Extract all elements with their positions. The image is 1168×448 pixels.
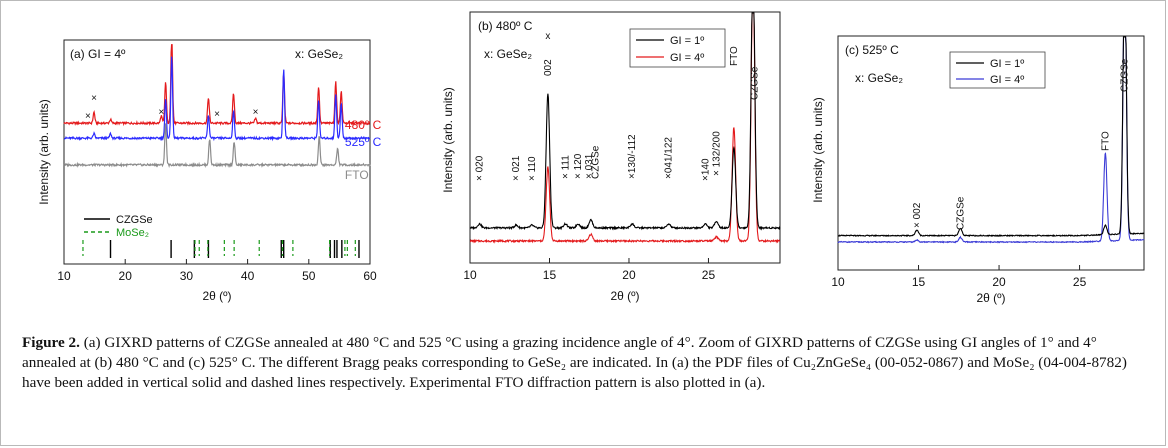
panel-a-xlabel: 2θ (º) bbox=[202, 289, 231, 303]
caption-label: Figure 2. bbox=[22, 334, 80, 351]
panel-c-plot: 10 15 20 25 × 002 CZGSe FTO CZGSe bbox=[831, 36, 1145, 289]
figure-area: (a) GI = 4º x: GeSe₂ Intensity (arb. uni… bbox=[37, 11, 1145, 305]
panel-b-peak-label: CZGSe bbox=[750, 66, 761, 100]
panel-b-label: (b) 480º C bbox=[478, 19, 533, 33]
panel-c-xlabel: 2θ (º) bbox=[976, 291, 1005, 305]
panel-b-xtick-label: 20 bbox=[622, 268, 636, 282]
panel-a-gese2-mark: × bbox=[91, 93, 97, 104]
panel-c-peak-label: CZGSe bbox=[955, 196, 966, 230]
panel-c-peak-label: FTO bbox=[1100, 131, 1111, 151]
legend-czgse-label: CZGSe bbox=[116, 214, 153, 226]
panel-b-xtick-label: 10 bbox=[463, 268, 477, 282]
panel-a-annotation: x: GeSe₂ bbox=[295, 47, 343, 61]
panel-a-xtick-label: 30 bbox=[180, 269, 194, 283]
panel-a-series-label: 525º C bbox=[345, 135, 382, 149]
panel-a-xtick-label: 20 bbox=[119, 269, 133, 283]
panel-a-gese2-mark: × bbox=[214, 109, 220, 120]
legend-gi1-label: GI = 1º bbox=[670, 35, 704, 47]
panel-c-series-gi4 bbox=[837, 36, 1145, 244]
panel-b-peak-label: ×140 bbox=[700, 158, 711, 181]
panel-a-series-0 bbox=[63, 44, 371, 127]
panel-b-peak-label: × 020 bbox=[475, 155, 486, 181]
panel-c-xtick-label: 25 bbox=[1073, 275, 1087, 289]
panel-b-frame bbox=[469, 11, 781, 264]
panel-a-frame bbox=[63, 39, 371, 265]
panel-b-peak-label: × 132/200 bbox=[711, 131, 722, 176]
panel-a-legend: CZGSe MoSe₂ bbox=[84, 214, 153, 239]
panel-a: (a) GI = 4º x: GeSe₂ Intensity (arb. uni… bbox=[37, 39, 382, 303]
panel-c-ylabel: Intensity (arb. units) bbox=[811, 97, 825, 202]
panel-b-peak-label: × 021 bbox=[511, 155, 522, 181]
panel-a-series-1 bbox=[63, 56, 371, 142]
panel-b-annotation: x: GeSe₂ bbox=[484, 47, 532, 61]
legend-mose2-label: MoSe₂ bbox=[116, 227, 149, 239]
panel-a-xtick-label: 60 bbox=[363, 269, 377, 283]
panel-a-gese2-mark: × bbox=[85, 111, 91, 122]
panel-a-series-2 bbox=[63, 123, 371, 169]
panel-b-peak-label: × 110 bbox=[527, 156, 538, 181]
panel-a-xtick-label: 10 bbox=[57, 269, 71, 283]
panel-b-peak-label: 002 bbox=[543, 59, 554, 76]
panel-a-label: (a) GI = 4º bbox=[70, 47, 126, 61]
panel-a-xtick-label: 50 bbox=[302, 269, 316, 283]
legend-gi4-label: GI = 4º bbox=[670, 52, 704, 64]
panel-b-xlabel: 2θ (º) bbox=[610, 289, 639, 303]
panel-b-gese2-mark: x bbox=[545, 31, 550, 42]
panel-c-annotation: x: GeSe₂ bbox=[855, 71, 903, 85]
panel-b-legend: GI = 1º GI = 4º bbox=[629, 28, 726, 68]
panel-c-series-gi1 bbox=[837, 36, 1145, 238]
panel-c-xtick-label: 15 bbox=[912, 275, 926, 289]
panel-b-plot: 10 15 20 25 × 020 × 021 × 110 002 × 111 × 120 × 03… bbox=[463, 12, 781, 282]
panel-b-xtick-label: 15 bbox=[543, 268, 557, 282]
panel-a-ylabel: Intensity (arb. units) bbox=[37, 99, 51, 204]
panel-c-legend-box bbox=[949, 51, 1046, 89]
panel-c-peak-label: CZGSe bbox=[1120, 58, 1131, 92]
panel-a-gese2-mark: × bbox=[158, 107, 164, 118]
panel-c-xtick-label: 20 bbox=[992, 275, 1006, 289]
figure-caption: Figure 2. (a) GIXRD patterns of CZGSe an… bbox=[22, 333, 1147, 393]
panel-a-series-label: FTO bbox=[345, 168, 369, 182]
panel-b-series-gi4 bbox=[469, 12, 781, 244]
legend-c-gi1-label: GI = 1º bbox=[990, 58, 1024, 70]
panel-c-label: (c) 525º C bbox=[845, 43, 899, 57]
panel-b-peak-label: × 111 bbox=[560, 155, 571, 179]
panel-c-legend: GI = 1º GI = 4º bbox=[949, 51, 1046, 89]
panel-a-gese2-mark: × bbox=[253, 107, 259, 118]
panel-b-legend-box bbox=[629, 28, 726, 68]
panel-a-series-label: 480º C bbox=[345, 118, 382, 132]
panel-b-peak-label: FTO bbox=[729, 46, 740, 66]
legend-c-gi4-label: GI = 4º bbox=[990, 74, 1024, 86]
panel-c-xtick-label: 10 bbox=[831, 275, 845, 289]
panel-c: (c) 525º C x: GeSe₂ Intensity (arb. unit… bbox=[811, 35, 1145, 305]
panel-a-xtick-label: 40 bbox=[241, 269, 255, 283]
panel-b: (b) 480º C x: GeSe₂ Intensity (arb. unit… bbox=[441, 11, 781, 303]
panel-b-peak-label: ×041/122 bbox=[664, 137, 675, 179]
panel-b-peak-label: × 031 bbox=[584, 153, 595, 179]
panel-b-peak-label: CZGSe bbox=[591, 145, 602, 179]
panel-b-peak-label: × 120 bbox=[573, 153, 584, 179]
caption-text: (a) GIXRD patterns of CZGSe annealed at … bbox=[22, 334, 1127, 391]
panel-b-xtick-label: 25 bbox=[702, 268, 716, 282]
panel-c-peak-label: × 002 bbox=[912, 202, 923, 228]
panel-b-series-gi1 bbox=[469, 12, 781, 231]
panel-b-peak-label: ×130/-112 bbox=[627, 134, 638, 179]
panel-b-ylabel: Intensity (arb. units) bbox=[441, 87, 455, 192]
